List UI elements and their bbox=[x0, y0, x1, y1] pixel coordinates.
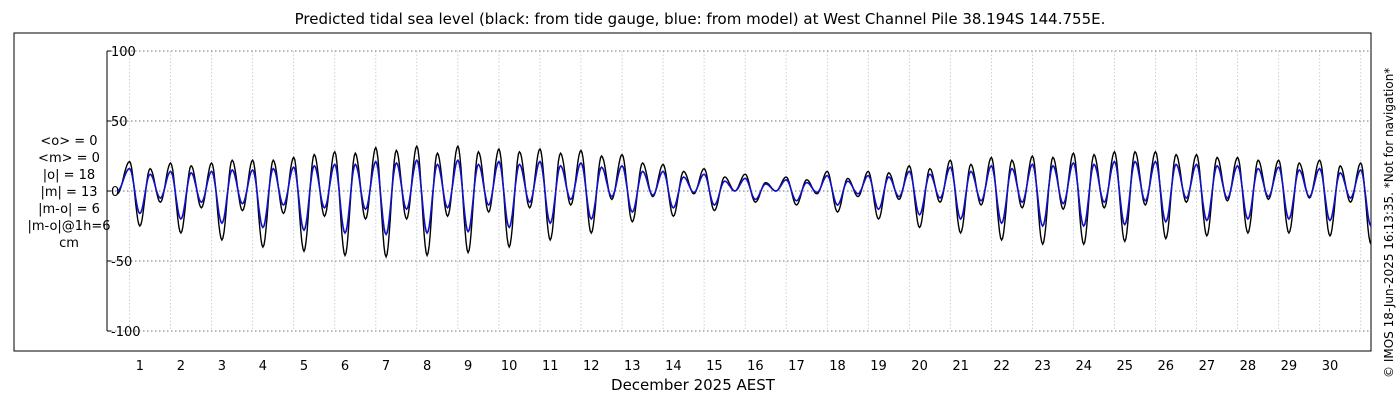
x-tick-label: 19 bbox=[870, 359, 887, 374]
x-tick-label: 29 bbox=[1281, 359, 1298, 374]
x-tick-label: 11 bbox=[542, 359, 559, 374]
y-tick-label: 0 bbox=[111, 185, 119, 200]
x-axis: 1 2 3 4 5 6 7 8 9 10 11 12 13 14 15 16 17 18 19 20 21 22 23 24 2… bbox=[136, 359, 1339, 374]
x-tick-label: 27 bbox=[1199, 359, 1216, 374]
y-tick-label: -50 bbox=[111, 255, 132, 270]
x-tick-label: 28 bbox=[1240, 359, 1257, 374]
grid bbox=[107, 50, 1371, 332]
x-tick-label: 13 bbox=[624, 359, 641, 374]
x-tick-label: 26 bbox=[1158, 359, 1175, 374]
stat-abs-model: |m| = 13 bbox=[40, 185, 98, 200]
x-tick-label: 23 bbox=[1034, 359, 1051, 374]
x-axis-label: December 2025 AEST bbox=[611, 376, 776, 394]
y-axis: 100 50 0 -50 -100 bbox=[107, 45, 141, 340]
stat-unit: cm bbox=[59, 236, 79, 251]
x-tick-label: 20 bbox=[911, 359, 928, 374]
credit-text: © IMOS 18-Jun-2025 16:13:35. *Not for na… bbox=[1382, 67, 1396, 378]
x-tick-label: 5 bbox=[300, 359, 308, 374]
plot-frame bbox=[13, 32, 1372, 352]
x-tick-label: 14 bbox=[665, 359, 682, 374]
x-tick-label: 22 bbox=[993, 359, 1010, 374]
x-tick-label: 21 bbox=[952, 359, 969, 374]
x-tick-label: 15 bbox=[706, 359, 723, 374]
x-tick-label: 4 bbox=[259, 359, 267, 374]
x-tick-label: 18 bbox=[829, 359, 846, 374]
x-tick-label: 30 bbox=[1322, 359, 1339, 374]
stat-mean-observed: <o> = 0 bbox=[40, 134, 98, 149]
y-tick-label: 50 bbox=[111, 115, 128, 130]
x-tick-label: 9 bbox=[464, 359, 472, 374]
stat-mean-model: <m> = 0 bbox=[38, 151, 100, 166]
x-tick-label: 7 bbox=[382, 359, 390, 374]
x-tick-label: 3 bbox=[218, 359, 226, 374]
stat-abs-diff: |m-o| = 6 bbox=[38, 202, 100, 217]
x-tick-label: 25 bbox=[1116, 359, 1133, 374]
y-tick-label: -100 bbox=[111, 325, 141, 340]
series-gauge-line bbox=[116, 144, 1372, 259]
x-tick-label: 2 bbox=[177, 359, 185, 374]
stat-abs-observed: |o| = 18 bbox=[42, 168, 96, 183]
x-tick-label: 1 bbox=[136, 359, 144, 374]
series-model-line bbox=[116, 158, 1372, 236]
x-tick-label: 17 bbox=[788, 359, 805, 374]
y-tick-label: 100 bbox=[111, 45, 136, 60]
x-tick-label: 16 bbox=[747, 359, 764, 374]
chart-title: Predicted tidal sea level (black: from t… bbox=[294, 10, 1106, 28]
series-lines bbox=[116, 144, 1372, 259]
stat-abs-diff-1h: |m-o|@1h=6 bbox=[27, 219, 111, 234]
x-tick-label: 10 bbox=[501, 359, 518, 374]
x-tick-label: 6 bbox=[341, 359, 349, 374]
x-tick-label: 24 bbox=[1075, 359, 1092, 374]
statistics-panel: <o> = 0 <m> = 0 |o| = 18 |m| = 13 |m-o| … bbox=[14, 133, 124, 252]
x-tick-label: 12 bbox=[583, 359, 600, 374]
x-tick-label: 8 bbox=[423, 359, 431, 374]
